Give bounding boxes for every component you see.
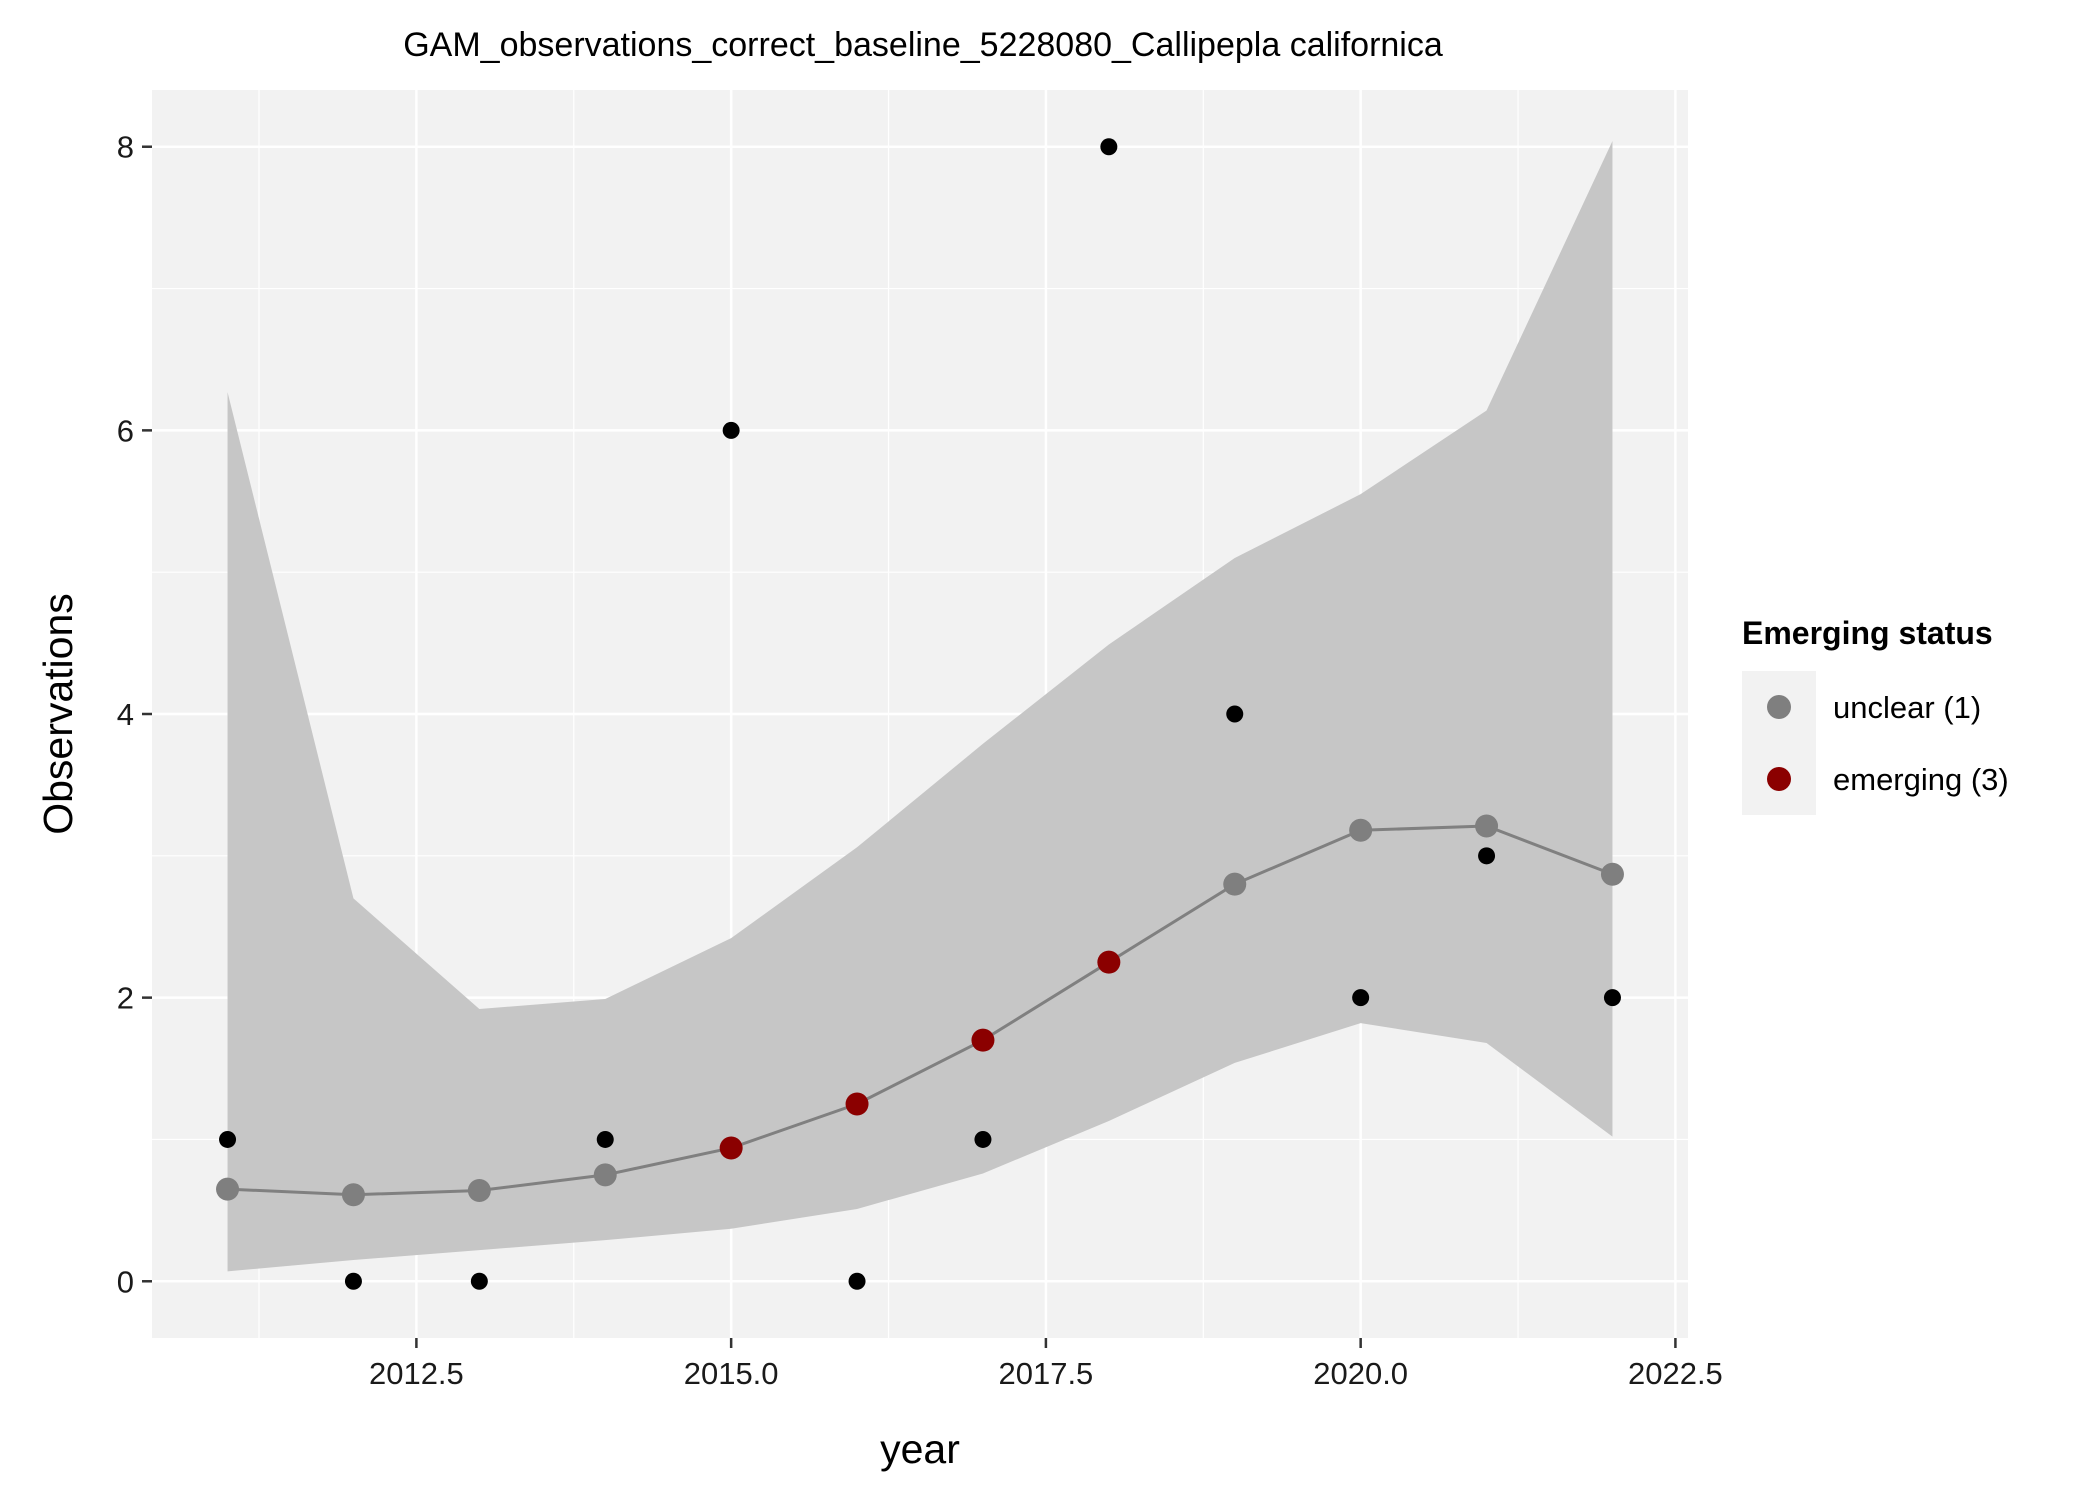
observation-point xyxy=(1352,989,1370,1007)
observation-point xyxy=(1603,989,1621,1007)
fit-point-unclear xyxy=(593,1163,617,1187)
y-tick-label: 8 xyxy=(117,130,134,165)
y-tick-label: 6 xyxy=(117,413,134,448)
chart-title: GAM_observations_correct_baseline_522808… xyxy=(403,26,1443,64)
fit-point-unclear xyxy=(1475,814,1499,838)
fit-point-unclear xyxy=(1600,862,1624,886)
fit-point-unclear xyxy=(341,1183,365,1207)
observation-point xyxy=(974,1130,992,1148)
observation-point xyxy=(722,421,740,439)
x-tick-label: 2020.0 xyxy=(1313,1356,1408,1391)
fit-point-unclear xyxy=(1349,818,1373,842)
fit-point-unclear xyxy=(216,1177,240,1201)
x-axis-title: year xyxy=(880,1426,960,1472)
x-tick-label: 2015.0 xyxy=(684,1356,779,1391)
legend-key-unclear xyxy=(1767,695,1791,719)
legend-key-emerging xyxy=(1767,767,1791,791)
observation-point xyxy=(470,1272,488,1290)
legend-key-background xyxy=(1742,671,1816,815)
fit-point-emerging xyxy=(719,1136,743,1160)
x-axis: 2012.5 2015.0 2017.5 2020.0 2022.5 xyxy=(369,1338,1723,1391)
legend: Emerging status unclear (1) emerging (3) xyxy=(1742,615,2009,815)
legend-label-emerging: emerging (3) xyxy=(1833,762,2009,797)
y-tick-label: 2 xyxy=(117,981,134,1016)
x-tick-label: 2022.5 xyxy=(1628,1356,1723,1391)
y-axis: 0 2 4 6 8 xyxy=(117,130,152,1299)
fit-line xyxy=(227,824,1613,1197)
observation-point xyxy=(1478,847,1496,865)
fit-point-emerging xyxy=(971,1028,995,1052)
fit-point-unclear xyxy=(467,1179,491,1203)
legend-title: Emerging status xyxy=(1742,615,1993,651)
fit-point-emerging xyxy=(845,1092,869,1116)
x-tick-label: 2017.5 xyxy=(998,1356,1093,1391)
fit-points xyxy=(216,814,1624,1207)
x-tick-label: 2012.5 xyxy=(369,1356,464,1391)
observation-point xyxy=(1226,705,1244,723)
observation-point xyxy=(848,1272,866,1290)
y-tick-label: 0 xyxy=(117,1264,134,1299)
y-axis-title: Observations xyxy=(35,593,81,835)
observation-points xyxy=(219,138,1621,1290)
fit-point-emerging xyxy=(1097,950,1121,974)
observation-point xyxy=(219,1130,237,1148)
confidence-ribbon xyxy=(227,141,1613,1272)
y-tick-label: 4 xyxy=(117,697,134,732)
observation-point xyxy=(344,1272,362,1290)
observation-point xyxy=(596,1130,614,1148)
observation-point xyxy=(1100,138,1118,156)
fit-point-unclear xyxy=(1223,872,1247,896)
legend-label-unclear: unclear (1) xyxy=(1833,690,1981,725)
